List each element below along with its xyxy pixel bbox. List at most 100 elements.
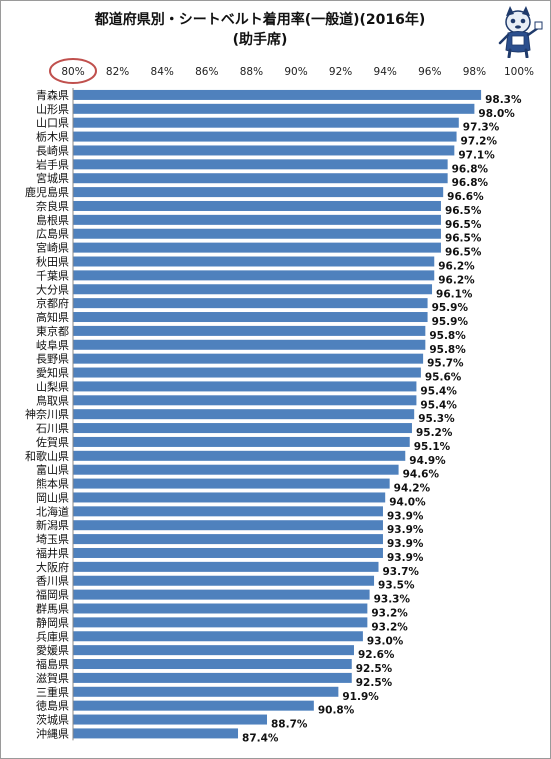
category-label: 茨城県 bbox=[36, 713, 69, 727]
category-label: 栃木県 bbox=[36, 130, 69, 144]
data-label: 95.9% bbox=[432, 316, 469, 328]
category-label: 佐賀県 bbox=[36, 435, 69, 449]
category-label: 神奈川県 bbox=[25, 407, 69, 421]
data-label: 96.5% bbox=[445, 205, 482, 217]
data-label: 92.5% bbox=[356, 663, 393, 675]
chart-title: 都道府県別・シートベルト着用率(一般道)(2016年) (助手席) bbox=[60, 10, 460, 50]
data-label: 96.6% bbox=[447, 191, 484, 203]
bar bbox=[73, 686, 339, 697]
category-label: 兵庫県 bbox=[36, 629, 69, 643]
data-label: 95.8% bbox=[429, 330, 466, 342]
bar bbox=[73, 436, 410, 447]
bar bbox=[73, 298, 428, 309]
category-label: 岡山県 bbox=[36, 491, 69, 504]
category-label: 静岡県 bbox=[36, 615, 69, 629]
x-tick-label: 92% bbox=[329, 66, 352, 78]
category-label: 千葉県 bbox=[36, 268, 69, 282]
data-label: 98.3% bbox=[485, 94, 522, 106]
bar bbox=[73, 617, 368, 628]
x-tick-label: 80% bbox=[61, 66, 84, 78]
chart-subtitle: (助手席) bbox=[232, 32, 288, 48]
x-tick-label: 82% bbox=[106, 66, 129, 78]
data-label: 93.5% bbox=[378, 580, 415, 592]
x-tick-label: 96% bbox=[418, 66, 441, 78]
category-label: 徳島県 bbox=[36, 699, 69, 713]
x-tick-label: 90% bbox=[284, 66, 307, 78]
category-label: 山口県 bbox=[36, 117, 69, 130]
x-tick-label: 98% bbox=[463, 66, 486, 78]
category-label: 岩手県 bbox=[36, 157, 69, 171]
bar bbox=[73, 256, 435, 267]
bar bbox=[73, 520, 383, 531]
category-label: 香川県 bbox=[36, 575, 69, 588]
bar bbox=[73, 728, 239, 739]
category-label: 福島県 bbox=[36, 657, 69, 671]
data-label: 95.8% bbox=[429, 344, 466, 356]
category-label: 大阪府 bbox=[36, 560, 69, 574]
bar bbox=[73, 353, 424, 364]
bar bbox=[73, 561, 379, 572]
bar bbox=[73, 173, 448, 184]
bar bbox=[73, 312, 428, 323]
bar bbox=[73, 117, 459, 128]
data-label: 94.6% bbox=[403, 469, 440, 481]
data-label: 97.1% bbox=[458, 149, 495, 161]
mascot-icon bbox=[498, 6, 543, 58]
category-label: 広島県 bbox=[36, 227, 69, 241]
bar bbox=[73, 603, 368, 614]
data-label: 94.2% bbox=[394, 483, 431, 495]
data-label: 96.1% bbox=[436, 288, 473, 300]
category-label: 富山県 bbox=[36, 463, 69, 477]
category-label: 福岡県 bbox=[36, 588, 69, 602]
category-label: 東京都 bbox=[36, 324, 69, 338]
bar bbox=[73, 672, 352, 683]
data-label: 93.9% bbox=[387, 524, 424, 536]
category-label: 宮城県 bbox=[36, 171, 69, 185]
bar bbox=[73, 284, 433, 295]
chart-title-main: 都道府県別・シートベルト着用率(一般道)(2016年) bbox=[94, 12, 426, 28]
data-label: 96.2% bbox=[438, 274, 475, 286]
category-label: 山梨県 bbox=[36, 379, 69, 393]
bar bbox=[73, 506, 383, 517]
bar bbox=[73, 395, 417, 406]
bar bbox=[73, 89, 482, 100]
data-label: 96.5% bbox=[445, 247, 482, 259]
bar bbox=[73, 381, 417, 392]
x-tick-label: 94% bbox=[374, 66, 397, 78]
x-tick-label: 100% bbox=[504, 66, 534, 78]
data-label: 95.9% bbox=[432, 302, 469, 314]
bar bbox=[73, 478, 390, 489]
category-label: 熊本県 bbox=[36, 477, 69, 491]
category-label: 長崎県 bbox=[36, 143, 69, 157]
data-label: 93.2% bbox=[371, 621, 408, 633]
data-label: 88.7% bbox=[271, 719, 308, 731]
category-label: 和歌山県 bbox=[25, 449, 69, 463]
x-tick-label: 88% bbox=[240, 66, 263, 78]
category-label: 奈良県 bbox=[36, 199, 69, 213]
bar bbox=[73, 423, 412, 434]
highlight-circle bbox=[49, 58, 97, 84]
data-label: 95.1% bbox=[414, 441, 451, 453]
data-label: 93.9% bbox=[387, 510, 424, 522]
x-tick-label: 86% bbox=[195, 66, 218, 78]
category-label: 秋田県 bbox=[36, 255, 69, 269]
category-label: 鹿児島県 bbox=[25, 185, 69, 199]
data-label: 95.7% bbox=[427, 358, 464, 370]
data-label: 91.9% bbox=[342, 691, 379, 703]
category-label: 群馬県 bbox=[36, 602, 69, 616]
category-label: 沖縄県 bbox=[36, 726, 69, 740]
bar bbox=[73, 409, 415, 420]
data-label: 96.8% bbox=[452, 177, 489, 189]
bar bbox=[73, 159, 448, 170]
data-label: 96.2% bbox=[438, 261, 475, 273]
data-label: 93.7% bbox=[383, 566, 420, 578]
bar bbox=[73, 187, 444, 198]
bar bbox=[73, 131, 457, 142]
data-label: 94.0% bbox=[389, 496, 426, 508]
category-label: 石川県 bbox=[36, 422, 69, 435]
data-label: 98.0% bbox=[478, 108, 515, 120]
data-label: 92.6% bbox=[358, 649, 395, 661]
bar bbox=[73, 450, 406, 461]
bar bbox=[73, 270, 435, 281]
